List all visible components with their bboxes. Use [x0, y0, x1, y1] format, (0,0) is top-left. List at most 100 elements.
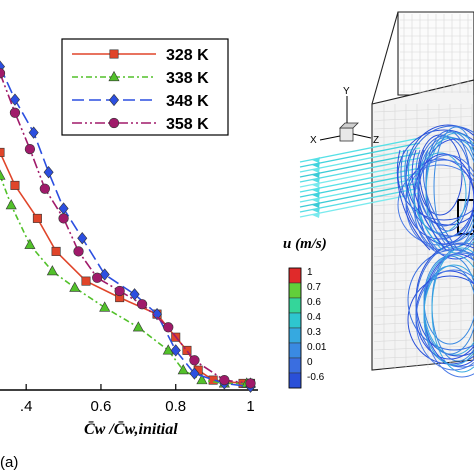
colorbar-title: u (m/s): [283, 236, 327, 252]
triad-label-z: Z: [373, 135, 379, 146]
colorbar-segment: [288, 372, 302, 389]
colorbar-tick-label: 0: [307, 357, 313, 368]
gridline: [373, 294, 473, 300]
data-point: [24, 238, 36, 249]
vortex-streamline: [423, 264, 474, 366]
colorbar-tick-label: 1: [307, 267, 313, 278]
data-point: [170, 344, 181, 357]
flow-arrow: [312, 167, 320, 173]
flow-arrow: [312, 197, 320, 203]
series-line: [0, 175, 251, 385]
streamline: [400, 149, 435, 251]
axis-triad: Y X Z: [310, 86, 379, 146]
gridline: [373, 209, 473, 215]
colorbar-frame: [288, 267, 302, 389]
gridline: [373, 303, 473, 308]
gridline: [373, 141, 473, 147]
colorbar-segment: [288, 327, 302, 344]
triad-label-y: Y: [343, 86, 350, 97]
colorbar-segment: [288, 312, 302, 329]
data-point: [162, 344, 174, 355]
flow-arrow: [312, 192, 320, 198]
streamline: [419, 149, 455, 251]
gridline: [373, 337, 473, 342]
vortex-streamline: [417, 138, 474, 260]
flow-arrow: [312, 162, 320, 168]
data-point: [99, 301, 111, 312]
colorbar-segment: [288, 357, 302, 374]
flow-arrow: [312, 172, 320, 178]
series-line: [0, 152, 251, 385]
data-point: [189, 367, 200, 380]
data-point: [51, 246, 61, 256]
colorbar: u (m/s) 1 0.7 0.6 0.4 0.3 0.01 0 -0.6: [283, 236, 327, 389]
streamline: [299, 137, 421, 163]
vortex-streamline: [405, 159, 474, 251]
data-point: [81, 276, 91, 286]
data-point: [132, 321, 144, 332]
series-328-k: [0, 147, 256, 388]
data-point: [208, 375, 218, 385]
legend-entry: 338 K: [72, 70, 209, 87]
x-tick-label: 1: [246, 398, 254, 415]
streamline: [411, 149, 447, 251]
flow-visualization: Y X Z u (m/s) 1 0.7 0.6 0.4 0.3 0.01 0 -0.6: [283, 11, 474, 389]
colorbar-segment: [288, 267, 302, 284]
legend-entry: 358 K: [72, 116, 209, 133]
gridline: [373, 218, 473, 223]
data-point: [28, 126, 39, 139]
legend-marker: [108, 70, 120, 82]
streamlines: [299, 124, 474, 378]
gridline: [373, 277, 473, 283]
data-point: [0, 68, 6, 79]
data-point: [46, 265, 58, 276]
streamline: [299, 147, 421, 173]
x-tick-label: 0.6: [91, 398, 112, 415]
data-point: [163, 322, 174, 333]
data-point: [9, 107, 21, 118]
data-point: [219, 374, 230, 386]
data-point: [99, 268, 110, 281]
colorbar-tick-label: 0.7: [307, 282, 321, 293]
vortex-streamline: [415, 269, 474, 371]
data-point: [58, 213, 69, 224]
legend-marker: [108, 93, 120, 107]
triad-x-line: [319, 135, 341, 141]
x-ticks: .4 0.6 0.8 1: [20, 384, 255, 415]
x-tick-label: .4: [20, 398, 33, 415]
streamline: [396, 149, 431, 251]
streamline: [299, 142, 421, 168]
data-point: [196, 374, 208, 385]
flow-arrow: [312, 207, 320, 213]
vortex-streamline: [431, 247, 474, 373]
legend-entry: 328 K: [72, 47, 209, 64]
series-338-k: [0, 169, 257, 388]
vortex-streamline: [407, 275, 474, 365]
colorbar-segment: [288, 297, 302, 314]
series-358-k: [0, 68, 256, 389]
data-point: [24, 143, 36, 155]
streamline: [415, 149, 451, 251]
gridline: [373, 311, 473, 317]
data-point: [10, 180, 20, 190]
data-point: [245, 378, 256, 389]
triad-cube: [339, 127, 354, 142]
data-point: [5, 199, 17, 210]
line-chart: .4 0.6 0.8 1 C̄w /C̄w,initial (a): [0, 60, 258, 471]
colorbar-tick-label: 0.3: [307, 327, 321, 338]
colorbar-tick-label: 0.4: [307, 312, 321, 323]
colorbar-tick-label: 0.6: [307, 297, 321, 308]
colorbar-tick-label: -0.6: [307, 372, 325, 383]
panel-label: (a): [0, 454, 18, 471]
gridline: [373, 116, 473, 121]
data-point: [177, 364, 189, 375]
legend-entry: 348 K: [72, 93, 209, 110]
legend-marker: [108, 117, 120, 129]
legend-label: 358 K: [166, 116, 209, 133]
vortex-streamline: [405, 125, 474, 237]
gridline: [373, 107, 473, 113]
vortex-streamline: [415, 242, 474, 368]
gridline: [373, 184, 473, 189]
vortex-streamline: [397, 129, 474, 221]
data-point: [77, 232, 88, 245]
